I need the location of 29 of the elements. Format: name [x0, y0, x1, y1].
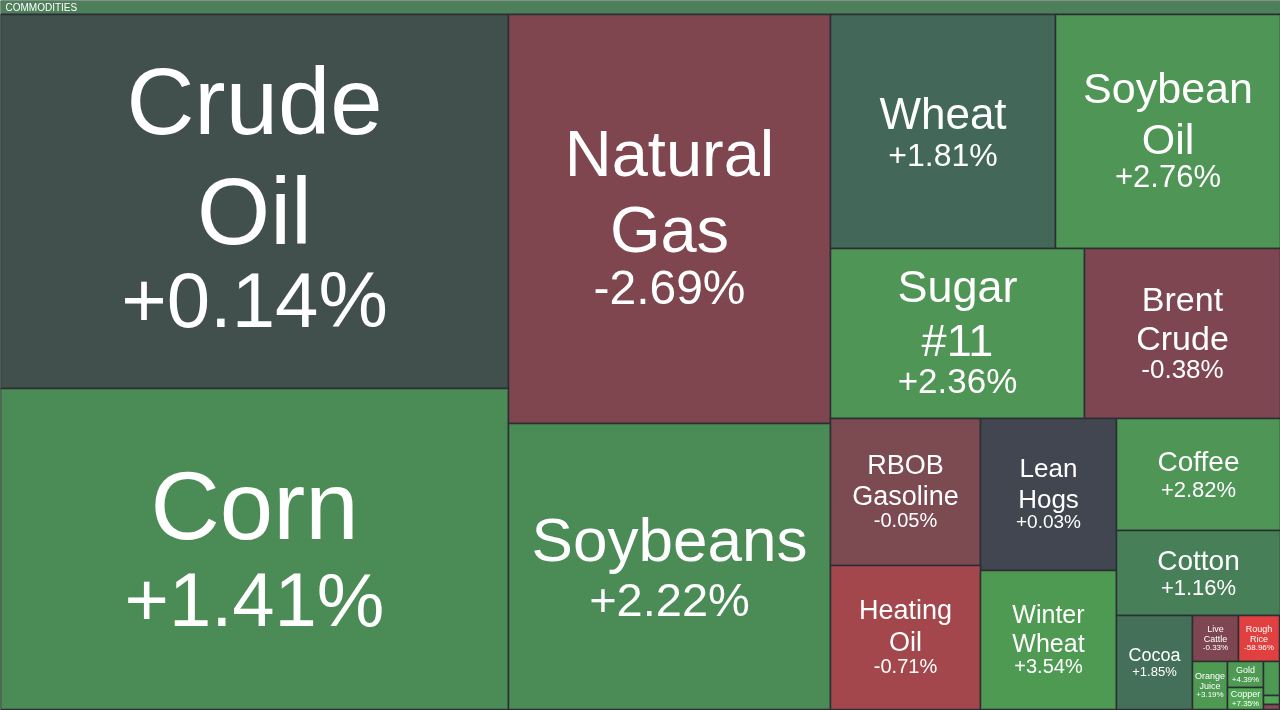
data-label: +3.19%: [1196, 690, 1224, 700]
data-label: -0.33%: [1202, 643, 1229, 653]
category-label: Soybeans: [531, 504, 808, 574]
category-label: Corn: [150, 451, 359, 559]
data-label: +4.39%: [1231, 674, 1260, 684]
category-label: Cotton: [1157, 544, 1240, 576]
category-label: Live Cattle: [1203, 623, 1228, 645]
data-label: -58.96%: [1244, 643, 1274, 653]
category-label: Rough Rice: [1245, 623, 1273, 645]
category-label: Winter Wheat: [1012, 599, 1085, 658]
category-label: Coffee: [1157, 446, 1240, 478]
category-label: RBOB Gasoline: [852, 449, 959, 512]
data-label: -0.71%: [873, 654, 938, 677]
category-label: Copper: [1230, 688, 1261, 699]
category-label: Lean Hogs: [1018, 452, 1079, 515]
data-label: +3.54%: [1014, 655, 1083, 678]
data-label: +2.82%: [1160, 476, 1237, 502]
category-label: Heating Oil: [858, 595, 953, 657]
category-label: Orange Juice: [1194, 670, 1226, 692]
text: COMMODITIES: [5, 2, 78, 13]
category-label: Wheat: [879, 88, 1007, 138]
category-label: Cocoa: [1128, 645, 1182, 666]
data-label: +1.85%: [1132, 664, 1178, 680]
data-label: +1.16%: [1160, 575, 1237, 601]
data-label: -0.05%: [873, 509, 938, 532]
data-label: +7.35%: [1231, 698, 1260, 708]
data-label: +1.81%: [888, 136, 998, 173]
data-label: +1.41%: [124, 556, 385, 642]
category-label: Gold: [1235, 664, 1256, 675]
